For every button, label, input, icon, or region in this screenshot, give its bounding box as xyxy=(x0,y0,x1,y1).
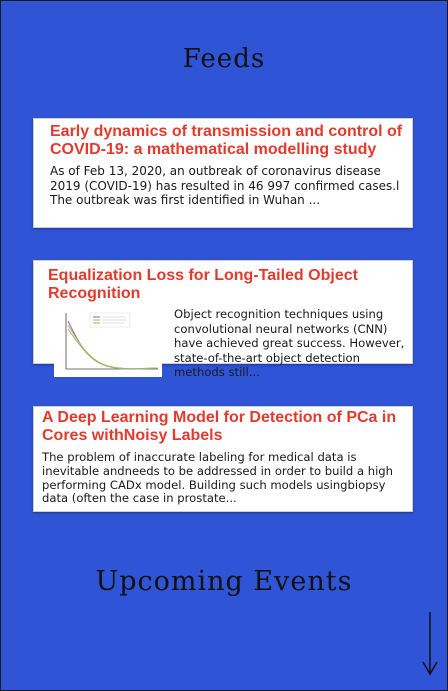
feed-card-thumbnail xyxy=(54,307,162,377)
feed-card[interactable]: Early dynamics of transmission and contr… xyxy=(33,118,413,228)
feed-card[interactable]: Equalization Loss for Long-Tailed Object… xyxy=(33,260,413,379)
down-arrow-icon[interactable] xyxy=(421,612,439,676)
feeds-heading: Feeds xyxy=(182,44,266,74)
feed-card-title[interactable]: A Deep Learning Model for Detection of P… xyxy=(42,409,397,444)
upcoming-events-heading: Upcoming Events xyxy=(95,566,353,597)
feed-card-summary: Object recognition techniques using conv… xyxy=(174,307,405,379)
feed-card-title[interactable]: Early dynamics of transmission and contr… xyxy=(50,123,403,158)
feed-card[interactable]: A Deep Learning Model for Detection of P… xyxy=(33,406,413,512)
feed-card-summary: As of Feb 13, 2020, an outbreak of coron… xyxy=(50,164,400,207)
feed-card-title[interactable]: Equalization Loss for Long-Tailed Object… xyxy=(48,267,358,302)
feed-card-summary: The problem of inaccurate labeling for m… xyxy=(42,450,394,506)
